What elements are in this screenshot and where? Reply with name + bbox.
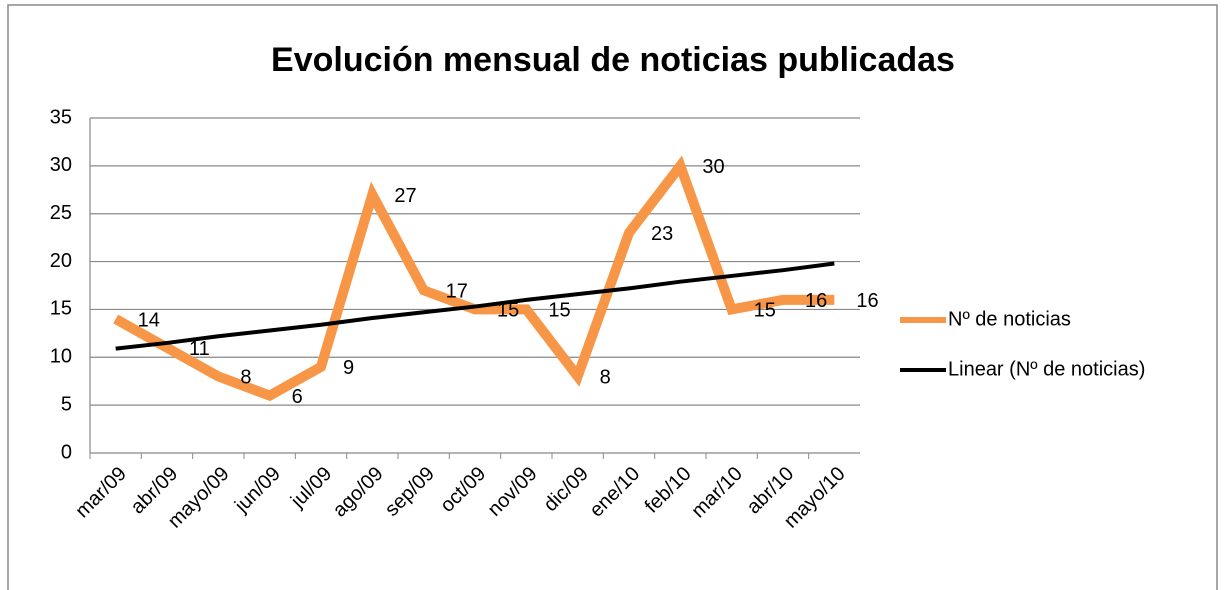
y-tick-label: 25 <box>50 202 72 224</box>
trend-line <box>115 261 835 351</box>
y-tick-label: 5 <box>61 393 72 415</box>
legend-label: Nº de noticias <box>948 308 1071 330</box>
data-label: 16 <box>805 290 827 312</box>
data-label: 17 <box>446 281 468 303</box>
x-tick-label: nov/09 <box>484 463 542 521</box>
y-tick-label: 10 <box>50 346 72 368</box>
data-label: 6 <box>292 386 303 408</box>
chart-border <box>7 4 1218 590</box>
y-tick-label: 0 <box>61 441 72 463</box>
data-label: 15 <box>548 300 570 322</box>
data-label: 14 <box>138 309 160 331</box>
x-tick-label: mar/10 <box>687 463 747 523</box>
x-tick-label: oct/09 <box>436 463 490 517</box>
chart-title: Evolución mensual de noticias publicadas <box>271 41 955 79</box>
x-tick-label: jun/09 <box>230 463 285 518</box>
data-label: 8 <box>240 367 251 389</box>
data-label: 15 <box>754 300 776 322</box>
y-tick-label: 30 <box>50 154 72 176</box>
y-tick-label: 20 <box>50 250 72 272</box>
data-label: 8 <box>600 367 611 389</box>
x-tick-label: dic/09 <box>540 463 593 516</box>
data-label: 11 <box>189 338 210 360</box>
data-label: 15 <box>497 300 519 322</box>
data-line <box>113 155 835 402</box>
data-label: 16 <box>856 290 878 312</box>
x-tick-label: ago/09 <box>329 463 388 522</box>
x-tick-label: ene/10 <box>585 463 644 522</box>
x-tick-label: sep/09 <box>381 463 439 521</box>
y-tick-label: 15 <box>50 298 72 320</box>
y-tick-label: 35 <box>50 106 72 128</box>
data-label: 23 <box>651 223 673 245</box>
data-label: 27 <box>394 185 416 207</box>
x-tick-label: feb/10 <box>641 463 696 518</box>
legend-label: Linear (Nº de noticias) <box>948 358 1145 380</box>
x-tick-label: mar/09 <box>71 463 131 523</box>
data-label: 9 <box>343 357 354 379</box>
data-label: 30 <box>702 156 724 178</box>
